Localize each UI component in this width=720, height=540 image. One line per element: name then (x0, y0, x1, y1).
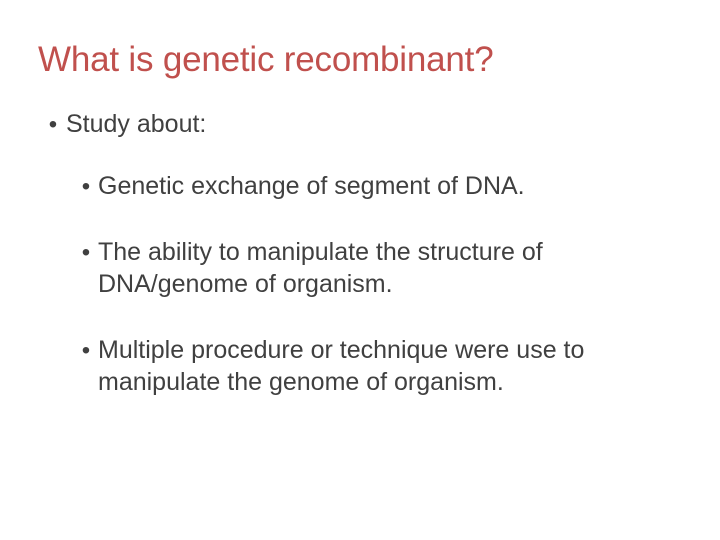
slide-title: What is genetic recombinant? (38, 40, 682, 80)
bullet-level2: • Multiple procedure or technique were u… (78, 334, 682, 398)
bullet-marker-icon: • (44, 110, 62, 140)
slide: What is genetic recombinant? • Study abo… (0, 0, 720, 540)
bullet-level2-text: Multiple procedure or technique were use… (98, 334, 652, 398)
bullet-level1-text: Study about: (66, 108, 682, 140)
bullet-level2: • The ability to manipulate the structur… (78, 236, 682, 300)
bullet-marker-icon: • (78, 336, 94, 366)
bullet-level1: • Study about: (44, 108, 682, 140)
bullet-level2-text: Genetic exchange of segment of DNA. (98, 170, 652, 202)
bullet-marker-icon: • (78, 172, 94, 202)
bullet-marker-icon: • (78, 238, 94, 268)
bullet-level2: • Genetic exchange of segment of DNA. (78, 170, 682, 202)
bullet-level2-text: The ability to manipulate the structure … (98, 236, 652, 300)
